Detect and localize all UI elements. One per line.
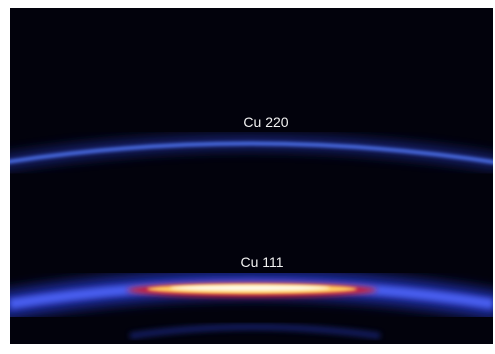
diffraction-image: Cu 220 Cu 111 — [0, 0, 495, 354]
ring-core — [170, 285, 330, 291]
ring-label: Cu 220 — [243, 114, 288, 130]
page: Cu 220 Cu 111 (() => { const data = JSON… — [0, 0, 495, 354]
ring-label: Cu 111 — [240, 254, 283, 270]
